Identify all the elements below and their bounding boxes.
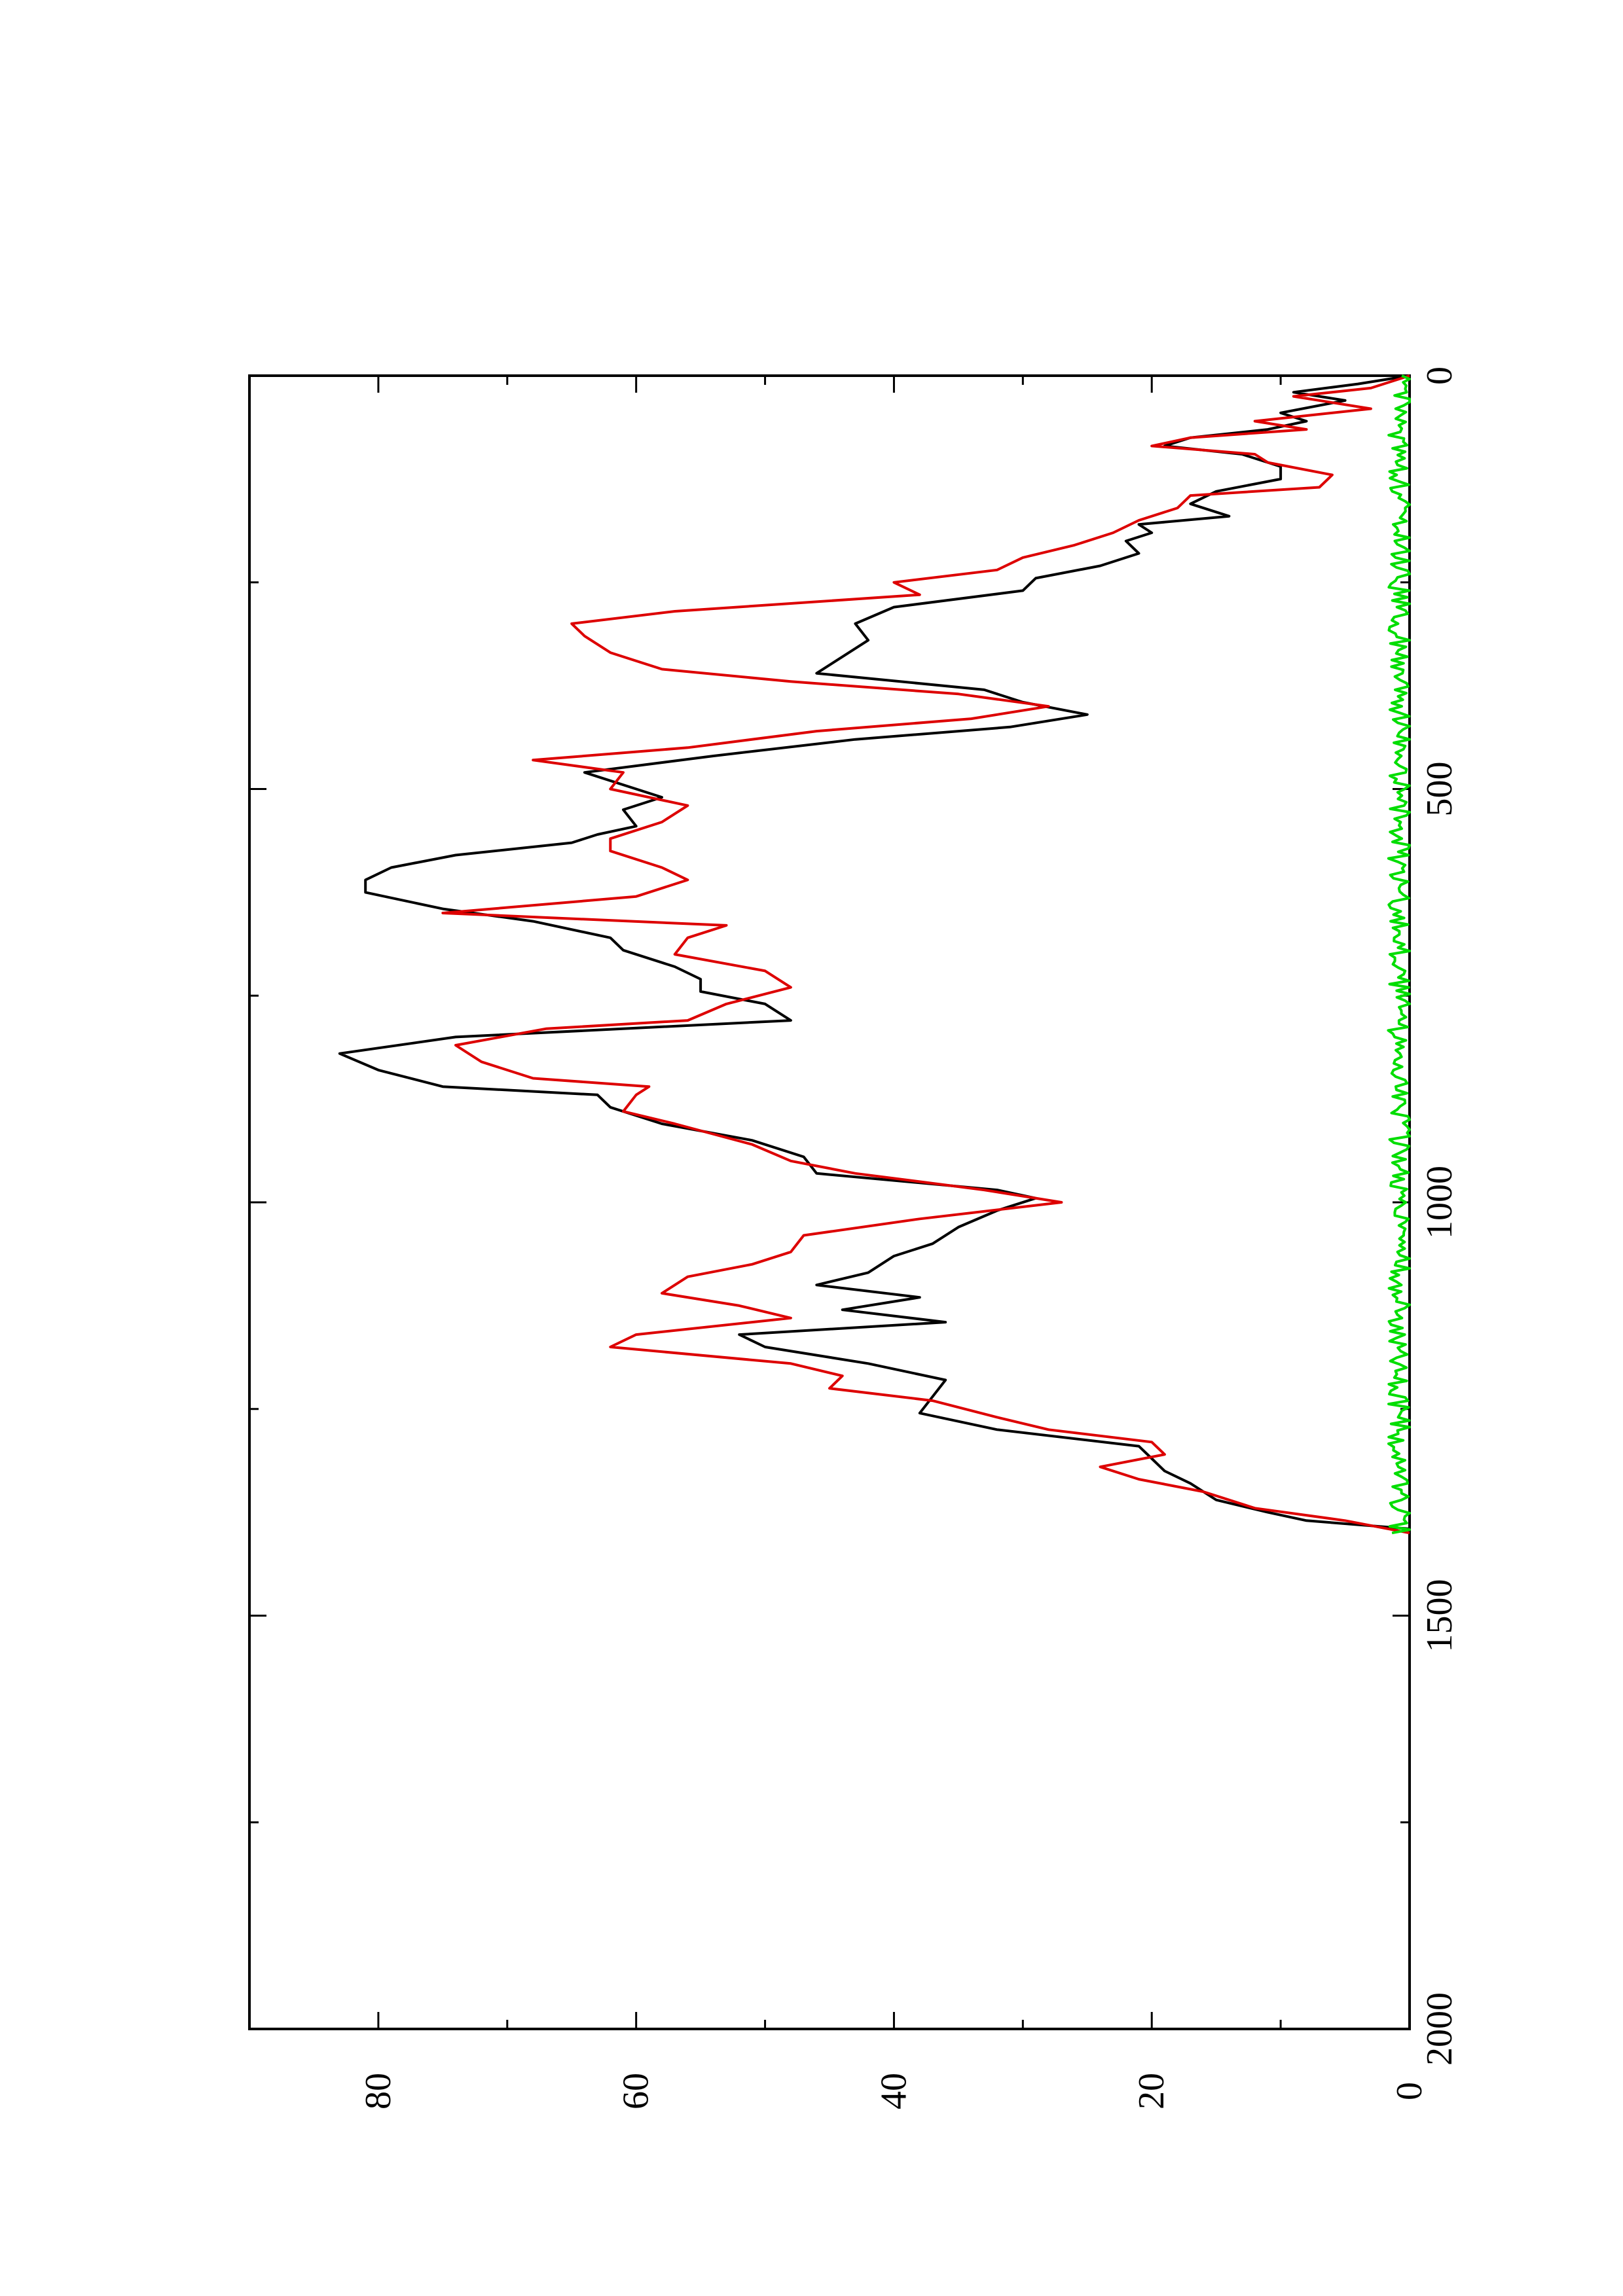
x-tick-label: 1000 xyxy=(1419,1166,1460,1239)
y-tick-label: 40 xyxy=(873,2073,914,2109)
x-tick-label: 500 xyxy=(1419,762,1460,817)
axis-tick-labels: 0 500 1000 1500 2000 0 20 40 60 80 xyxy=(358,367,1460,2109)
x-tick-label: 0 xyxy=(1419,367,1460,385)
y-tick-label: 20 xyxy=(1131,2073,1172,2109)
y-tick-label: 80 xyxy=(358,2073,399,2109)
x-tick-label: 2000 xyxy=(1419,1992,1460,2066)
axis-ticks xyxy=(249,374,1411,2030)
x-tick-label: 1500 xyxy=(1419,1579,1460,1653)
y-tick-label: 0 xyxy=(1389,2082,1430,2100)
series-line-0 xyxy=(338,374,1410,1530)
y-tick-label: 60 xyxy=(616,2073,657,2109)
plot-frame xyxy=(248,374,1411,2030)
chart-series xyxy=(338,374,1411,1535)
series-line-2 xyxy=(1387,374,1411,1535)
series-line-1 xyxy=(441,374,1410,1535)
